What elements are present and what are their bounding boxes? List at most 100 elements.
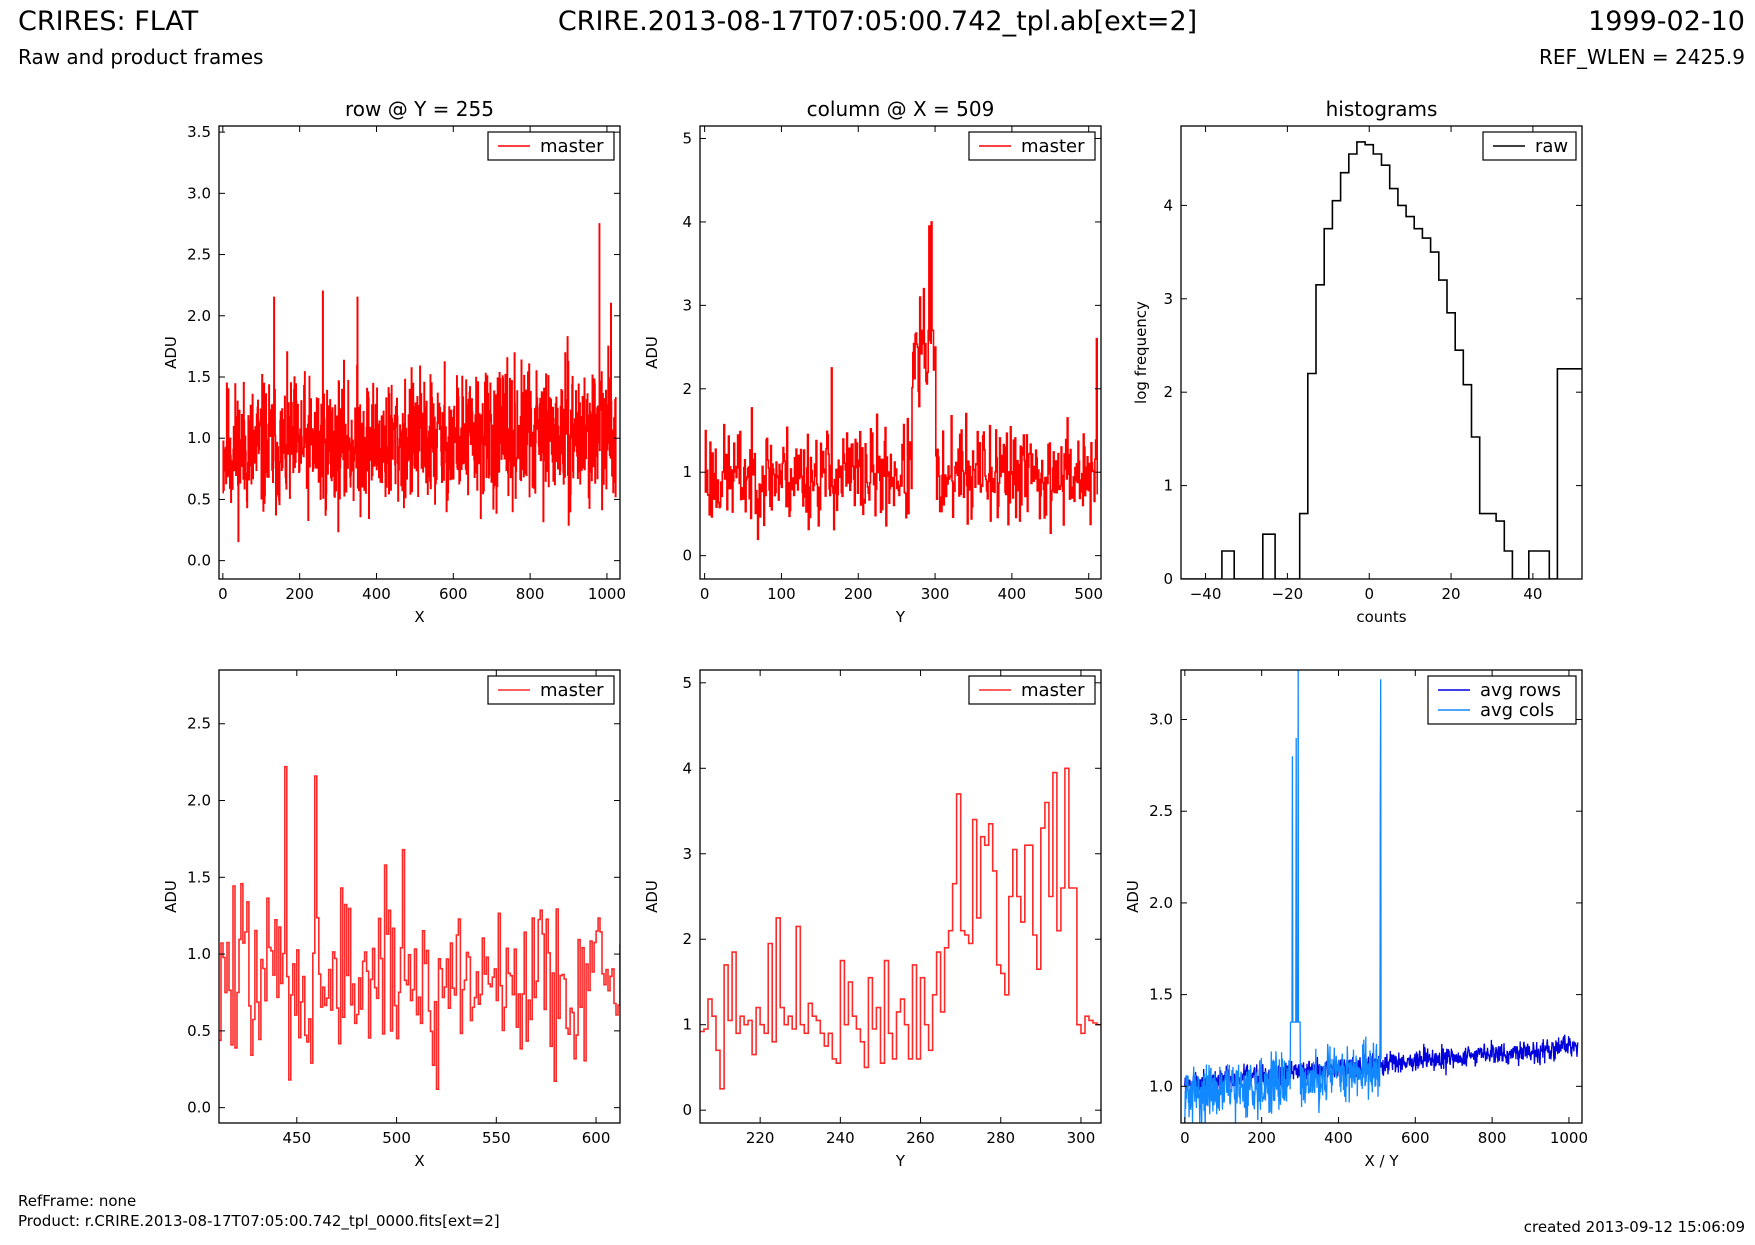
chart-row: 0 200 400 600 800 1000 0.0 0.5 1.0 1.5 2.0 2.5 3.0 3.… bbox=[162, 97, 626, 626]
axes-frame bbox=[1180, 125, 1583, 580]
page-title: CRIRES: FLAT bbox=[18, 6, 199, 37]
ref-wavelength: REF_WLEN = 2425.9 bbox=[1538, 45, 1745, 69]
chart-hist: −40 −20 0 20 40 0 1 2 3 4 counts log frequency histo… bbox=[1132, 97, 1583, 626]
axes-frame bbox=[218, 125, 621, 580]
y-tick-label: 0.5 bbox=[187, 490, 211, 508]
y-axis-label: ADU bbox=[643, 336, 661, 369]
x-tick-label: 200 bbox=[844, 585, 873, 603]
legend: master bbox=[968, 675, 1096, 705]
chart-avg: 0 200 400 600 800 1000 1.0 1.5 2.0 2.5 3.0 X / Y ADU… bbox=[1124, 669, 1588, 1170]
x-tick-label: 550 bbox=[482, 1129, 511, 1147]
x-tick-label: 100 bbox=[767, 585, 796, 603]
y-tick-label: 0 bbox=[682, 1101, 692, 1119]
y-tick-label: 1.5 bbox=[187, 368, 211, 386]
y-tick-label: 3.0 bbox=[187, 184, 211, 202]
x-tick-label: −40 bbox=[1190, 585, 1222, 603]
legend: master bbox=[487, 131, 615, 161]
y-tick-label: 2.0 bbox=[187, 792, 211, 810]
x-tick-label: 0 bbox=[1180, 1129, 1190, 1147]
y-tick-label: 1 bbox=[682, 1016, 692, 1034]
legend-label: master bbox=[1021, 680, 1085, 701]
y-tick-label: 0 bbox=[682, 547, 692, 565]
x-axis-label: counts bbox=[1356, 608, 1406, 626]
x-tick-label: 400 bbox=[362, 585, 391, 603]
x-tick-label: 300 bbox=[1067, 1129, 1096, 1147]
x-axis-label: Y bbox=[895, 608, 906, 626]
x-tick-label: 260 bbox=[906, 1129, 935, 1147]
legend: raw bbox=[1482, 131, 1577, 161]
y-tick-label: 1.0 bbox=[1149, 1077, 1173, 1095]
y-tick-label: 3 bbox=[1163, 290, 1173, 308]
y-tick-label: 2.5 bbox=[1149, 802, 1173, 820]
y-tick-label: 0.0 bbox=[187, 1099, 211, 1117]
legend-label: master bbox=[540, 136, 604, 157]
y-tick-label: 2.5 bbox=[187, 715, 211, 733]
y-tick-label: 3 bbox=[682, 296, 692, 314]
y-tick-label: 0.0 bbox=[187, 552, 211, 570]
page-subtitle: Raw and product frames bbox=[18, 45, 264, 69]
observation-date: 1999-02-10 bbox=[1588, 6, 1745, 37]
axes-frame bbox=[218, 669, 621, 1124]
x-tick-label: 200 bbox=[285, 585, 314, 603]
legend-label: avg cols bbox=[1480, 700, 1554, 721]
x-tick-label: 1000 bbox=[1550, 1129, 1588, 1147]
legend-label: avg rows bbox=[1480, 680, 1561, 701]
x-tick-label: 800 bbox=[516, 585, 545, 603]
chart-colzoom: 220 240 260 280 300 0 1 2 3 4 5 Y ADU master bbox=[643, 669, 1102, 1170]
ref-frame-label: RefFrame: none bbox=[18, 1192, 137, 1210]
legend-label: master bbox=[540, 680, 604, 701]
chart-title: row @ Y = 255 bbox=[345, 97, 494, 121]
x-tick-label: 40 bbox=[1523, 585, 1542, 603]
axes-frame bbox=[1180, 669, 1583, 1124]
x-tick-label: 0 bbox=[700, 585, 710, 603]
y-tick-label: 5 bbox=[682, 130, 692, 148]
y-tick-label: 2.0 bbox=[1149, 894, 1173, 912]
y-tick-label: 4 bbox=[682, 759, 692, 777]
chart-title: column @ X = 509 bbox=[807, 97, 995, 121]
x-axis-label: X bbox=[414, 608, 424, 626]
y-axis-label: log frequency bbox=[1132, 301, 1150, 404]
legend-label: raw bbox=[1535, 136, 1568, 157]
series-line-master bbox=[704, 221, 1098, 541]
y-tick-label: 1.5 bbox=[187, 868, 211, 886]
x-tick-label: 500 bbox=[1074, 585, 1103, 603]
legend: master bbox=[487, 675, 615, 705]
x-tick-label: 20 bbox=[1442, 585, 1461, 603]
x-tick-label: 240 bbox=[826, 1129, 855, 1147]
y-axis-label: ADU bbox=[643, 880, 661, 913]
x-tick-label: 600 bbox=[1401, 1129, 1430, 1147]
y-tick-label: 2.5 bbox=[187, 246, 211, 264]
x-tick-label: 500 bbox=[382, 1129, 411, 1147]
axes-frame bbox=[699, 125, 1102, 580]
x-tick-label: 0 bbox=[1364, 585, 1374, 603]
x-tick-label: 400 bbox=[998, 585, 1027, 603]
axes-frame bbox=[699, 669, 1102, 1124]
y-tick-label: 0.5 bbox=[187, 1022, 211, 1040]
series-line-raw bbox=[1181, 141, 1582, 579]
x-tick-label: 600 bbox=[439, 585, 468, 603]
y-axis-label: ADU bbox=[162, 880, 180, 913]
legend-label: master bbox=[1021, 136, 1085, 157]
x-tick-label: 600 bbox=[582, 1129, 611, 1147]
y-tick-label: 1 bbox=[682, 463, 692, 481]
created-timestamp: created 2013-09-12 15:06:09 bbox=[1523, 1218, 1745, 1236]
y-axis-label: ADU bbox=[162, 336, 180, 369]
x-tick-label: 0 bbox=[218, 585, 228, 603]
legend: master bbox=[968, 131, 1096, 161]
x-tick-label: 300 bbox=[921, 585, 950, 603]
chart-rowzoom: 450 500 550 600 0.0 0.5 1.0 1.5 2.0 2.5 X ADU master bbox=[162, 669, 621, 1170]
y-tick-label: 2 bbox=[1163, 383, 1173, 401]
x-tick-label: −20 bbox=[1272, 585, 1304, 603]
y-tick-label: 0 bbox=[1163, 570, 1173, 588]
chart-col: 0 100 200 300 400 500 0 1 2 3 4 5 Y ADU column @ X = 5… bbox=[643, 97, 1103, 626]
frame-filename: CRIRE.2013-08-17T07:05:00.742_tpl.ab[ext… bbox=[557, 6, 1198, 37]
y-tick-label: 4 bbox=[1163, 196, 1173, 214]
y-axis-label: ADU bbox=[1124, 880, 1142, 913]
y-tick-label: 1.0 bbox=[187, 945, 211, 963]
x-axis-label: Y bbox=[895, 1152, 906, 1170]
y-tick-label: 1.5 bbox=[1149, 986, 1173, 1004]
series-line-master bbox=[700, 767, 1101, 1090]
legend-box bbox=[1427, 675, 1577, 725]
